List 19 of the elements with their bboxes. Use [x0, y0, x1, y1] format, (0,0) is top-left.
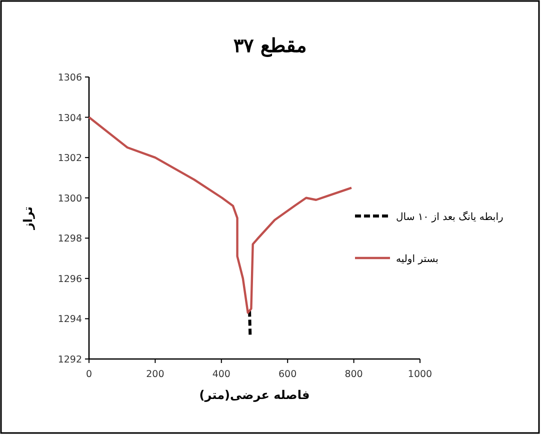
y-tick-label: 1306: [58, 72, 82, 84]
y-tick-label: 1292: [58, 354, 82, 366]
x-tick-label: 600: [278, 369, 297, 380]
x-tick-label: 200: [146, 369, 164, 380]
y-axis-title: تراز: [21, 206, 35, 230]
x-axis-title: فاصله عرضی(متر): [199, 388, 310, 402]
legend-label: رابطه یانگ بعد از ۱۰ سال: [396, 211, 504, 223]
y-tick-label: 1300: [58, 193, 82, 204]
y-tick-label: 1304: [58, 112, 82, 124]
x-tick-label: 1000: [408, 369, 432, 380]
chart-title: مقطع ۳۷: [234, 35, 306, 57]
x-tick-label: 800: [344, 369, 363, 380]
y-tick-label: 1298: [58, 234, 82, 245]
x-tick-label: 400: [212, 369, 230, 380]
y-tick-label: 1296: [58, 274, 82, 285]
y-tick-label: 1294: [58, 314, 82, 326]
y-tick-label: 1302: [58, 153, 82, 164]
x-tick-label: 0: [86, 369, 92, 380]
legend-label: بستر اولیه: [396, 254, 438, 265]
